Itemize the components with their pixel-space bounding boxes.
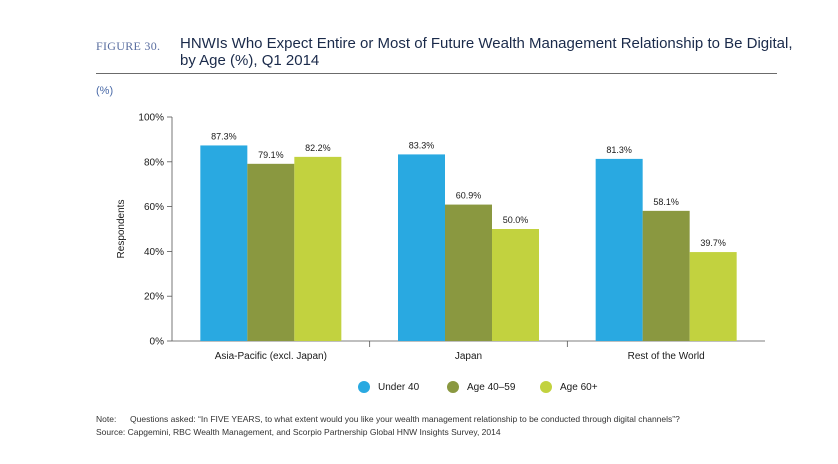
data-label: 81.3%: [606, 145, 632, 155]
source-line: Source: Capgemini, RBC Wealth Management…: [96, 427, 501, 437]
y-tick-label: 20%: [144, 292, 164, 303]
chart-data-labels: 87.3% 79.1% 82.2% 83.3% 60.9% 50.0% 81.3% 58.1%…: [211, 131, 726, 248]
y-tick-label: 80%: [144, 157, 164, 168]
note-line: Note: Questions asked: “In FIVE YEARS, to…: [96, 413, 816, 426]
y-tick-label: 60%: [144, 202, 164, 213]
bar: [595, 158, 643, 341]
legend-label: Under 40: [378, 381, 420, 393]
x-tick-label: Rest of the World: [628, 351, 705, 362]
bar: [492, 229, 539, 341]
legend-item-age-40-59: Age 40–59: [447, 381, 515, 393]
chart-bars: [200, 145, 737, 341]
note-text: Questions asked: “In FIVE YEARS, to what…: [130, 414, 680, 424]
chart-title: HNWIs Who Expect Entire or Most of Futur…: [180, 35, 793, 69]
legend-swatch: [447, 381, 459, 393]
y-tick-label: 40%: [144, 247, 164, 258]
y-tick-label: 100%: [138, 113, 164, 124]
y-tick-label: 0%: [150, 337, 165, 348]
data-label: 50.0%: [503, 215, 529, 225]
bar: [200, 145, 248, 341]
chart-notes: Note: Questions asked: “In FIVE YEARS, to…: [96, 413, 816, 439]
data-label: 39.7%: [700, 238, 726, 248]
title-divider: [96, 73, 777, 74]
figure-number: FIGURE 30.: [96, 39, 161, 53]
legend-label: Age 40–59: [467, 381, 516, 393]
bar: [642, 210, 690, 341]
legend-item-age-60-plus: Age 60+: [540, 381, 598, 393]
data-label: 83.3%: [409, 140, 435, 150]
bar: [294, 156, 342, 341]
data-label: 58.1%: [653, 197, 679, 207]
legend-label: Age 60+: [560, 381, 598, 393]
x-tick-label: Japan: [455, 351, 482, 362]
bar: [689, 252, 737, 341]
note-label: Note:: [96, 414, 117, 424]
data-label: 82.2%: [305, 143, 331, 153]
bar: [247, 163, 295, 341]
data-label: 60.9%: [456, 191, 482, 201]
data-label: 87.3%: [211, 131, 237, 141]
x-tick-label: Asia-Pacific (excl. Japan): [215, 351, 327, 362]
y-axis-label: Respondents: [116, 200, 127, 259]
legend-item-under-40: Under 40: [358, 381, 419, 393]
unit-label: (%): [96, 85, 114, 97]
bar: [445, 204, 492, 341]
legend-swatch: [358, 381, 370, 393]
data-label: 79.1%: [258, 150, 284, 160]
legend-swatch: [540, 381, 552, 393]
bar: [398, 154, 445, 341]
